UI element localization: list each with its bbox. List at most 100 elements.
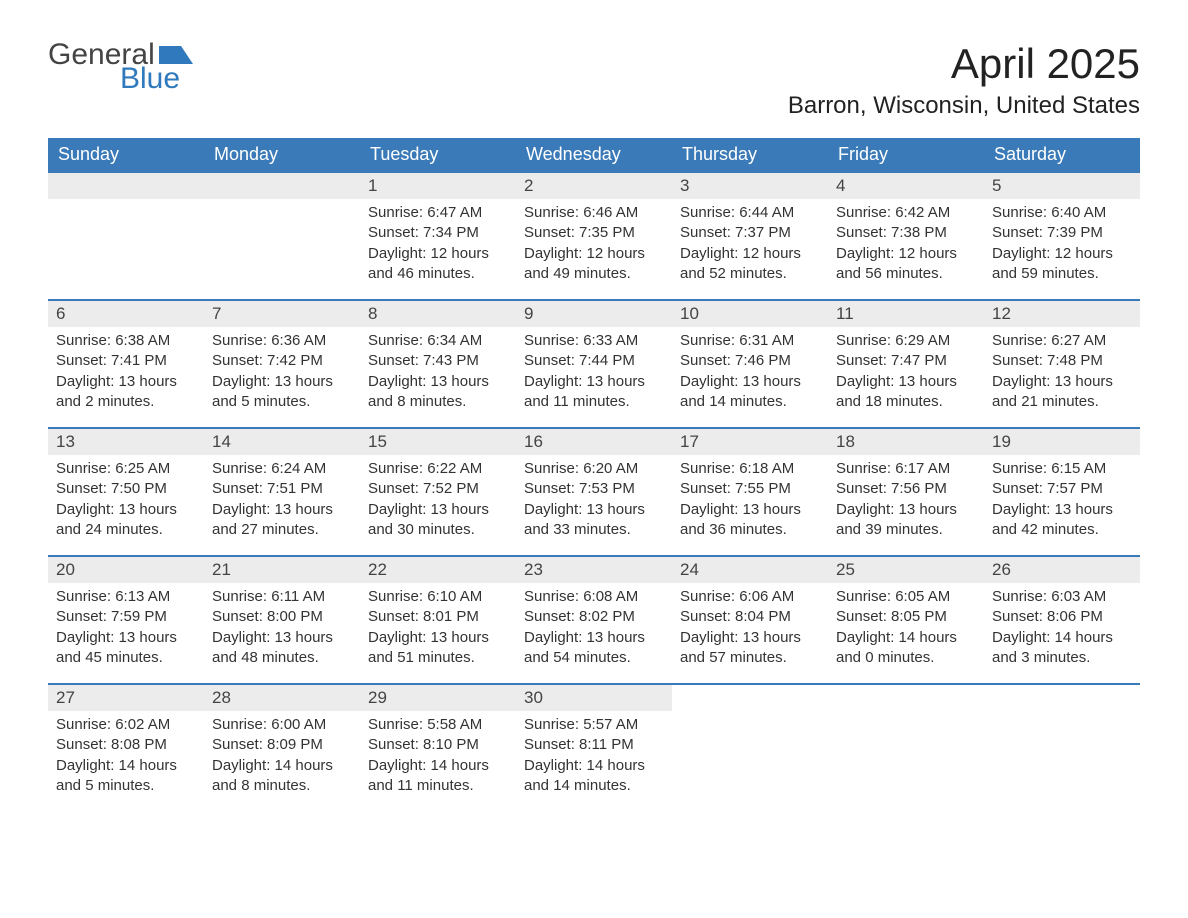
sunrise-line: Sunrise: 6:29 AM (836, 331, 976, 351)
calendar-cell: 5Sunrise: 6:40 AMSunset: 7:39 PMDaylight… (984, 172, 1140, 300)
daylight-line: Daylight: 12 hours and 59 minutes. (992, 244, 1132, 285)
daylight-line: Daylight: 14 hours and 14 minutes. (524, 756, 664, 797)
day-body: Sunrise: 5:57 AMSunset: 8:11 PMDaylight:… (516, 711, 672, 804)
daylight-line: Daylight: 12 hours and 49 minutes. (524, 244, 664, 285)
daylight-line: Daylight: 14 hours and 3 minutes. (992, 628, 1132, 669)
day-number: 13 (48, 429, 204, 455)
day-body: Sunrise: 6:10 AMSunset: 8:01 PMDaylight:… (360, 583, 516, 676)
calendar-cell: 3 Sunrise: 6:44 AMSunset: 7:37 PMDaylight… (672, 172, 828, 300)
day-number: 11 (828, 301, 984, 327)
sunrise-line: Sunrise: 6:22 AM (368, 459, 508, 479)
calendar-cell (48, 172, 204, 300)
calendar-week: 20Sunrise: 6:13 AMSunset: 7:59 PMDayligh… (48, 556, 1140, 684)
calendar-week: 1Sunrise: 6:47 AMSunset: 7:34 PMDaylight… (48, 172, 1140, 300)
calendar-cell: 1Sunrise: 6:47 AMSunset: 7:34 PMDaylight… (360, 172, 516, 300)
day-number: 20 (48, 557, 204, 583)
day-body: Sunrise: 6:42 AMSunset: 7:38 PMDaylight:… (828, 199, 984, 292)
calendar-cell: 11Sunrise: 6:29 AMSunset: 7:47 PMDayligh… (828, 300, 984, 428)
day-number: 4 (828, 173, 984, 199)
daylight-line: Daylight: 13 hours and 11 minutes. (524, 372, 664, 413)
calendar-week: 6Sunrise: 6:38 AMSunset: 7:41 PMDaylight… (48, 300, 1140, 428)
sunrise-line: Sunrise: 6:44 AM (680, 203, 820, 223)
sunset-line: Sunset: 7:46 PM (680, 351, 820, 371)
daylight-line: Daylight: 13 hours and 48 minutes. (212, 628, 352, 669)
sunset-line: Sunset: 7:50 PM (56, 479, 196, 499)
daylight-line: Daylight: 13 hours and 18 minutes. (836, 372, 976, 413)
day-header: Saturday (984, 138, 1140, 172)
sunset-line: Sunset: 7:59 PM (56, 607, 196, 627)
sunset-line: Sunset: 8:09 PM (212, 735, 352, 755)
sunrise-line: Sunrise: 6:15 AM (992, 459, 1132, 479)
calendar-cell: 15Sunrise: 6:22 AMSunset: 7:52 PMDayligh… (360, 428, 516, 556)
calendar-cell: 19Sunrise: 6:15 AMSunset: 7:57 PMDayligh… (984, 428, 1140, 556)
calendar-cell: 9Sunrise: 6:33 AMSunset: 7:44 PMDaylight… (516, 300, 672, 428)
calendar-cell: 23Sunrise: 6:08 AMSunset: 8:02 PMDayligh… (516, 556, 672, 684)
calendar-cell: 6Sunrise: 6:38 AMSunset: 7:41 PMDaylight… (48, 300, 204, 428)
daylight-line: Daylight: 13 hours and 54 minutes. (524, 628, 664, 669)
logo-word-blue: Blue (120, 64, 193, 94)
daylight-line: Daylight: 13 hours and 5 minutes. (212, 372, 352, 413)
day-number: 21 (204, 557, 360, 583)
daylight-line: Daylight: 14 hours and 0 minutes. (836, 628, 976, 669)
day-body: Sunrise: 6:00 AMSunset: 8:09 PMDaylight:… (204, 711, 360, 804)
calendar-cell (984, 684, 1140, 812)
day-body: Sunrise: 6:17 AMSunset: 7:56 PMDaylight:… (828, 455, 984, 548)
sunrise-line: Sunrise: 6:33 AM (524, 331, 664, 351)
day-number: 3 (672, 173, 828, 199)
sunset-line: Sunset: 8:10 PM (368, 735, 508, 755)
calendar-header-row: SundayMondayTuesdayWednesdayThursdayFrid… (48, 138, 1140, 172)
daylight-line: Daylight: 13 hours and 27 minutes. (212, 500, 352, 541)
page-title: April 2025 (788, 40, 1140, 88)
daylight-line: Daylight: 13 hours and 45 minutes. (56, 628, 196, 669)
day-number: 1 (360, 173, 516, 199)
sunset-line: Sunset: 7:44 PM (524, 351, 664, 371)
day-body: Sunrise: 6:15 AMSunset: 7:57 PMDaylight:… (984, 455, 1140, 548)
calendar-cell: 8Sunrise: 6:34 AMSunset: 7:43 PMDaylight… (360, 300, 516, 428)
sunset-line: Sunset: 7:52 PM (368, 479, 508, 499)
sunrise-line: Sunrise: 6:20 AM (524, 459, 664, 479)
sunset-line: Sunset: 7:55 PM (680, 479, 820, 499)
day-number: 30 (516, 685, 672, 711)
day-body: Sunrise: 6:06 AMSunset: 8:04 PMDaylight:… (672, 583, 828, 676)
sunset-line: Sunset: 8:01 PM (368, 607, 508, 627)
calendar-cell (672, 684, 828, 812)
calendar-week: 13Sunrise: 6:25 AMSunset: 7:50 PMDayligh… (48, 428, 1140, 556)
title-block: April 2025 Barron, Wisconsin, United Sta… (788, 40, 1140, 120)
daylight-line: Daylight: 14 hours and 11 minutes. (368, 756, 508, 797)
day-number: 29 (360, 685, 516, 711)
day-number: 5 (984, 173, 1140, 199)
sunset-line: Sunset: 8:06 PM (992, 607, 1132, 627)
day-number: 7 (204, 301, 360, 327)
sunset-line: Sunset: 8:02 PM (524, 607, 664, 627)
daylight-line: Daylight: 13 hours and 2 minutes. (56, 372, 196, 413)
day-body: Sunrise: 6:46 AMSunset: 7:35 PMDaylight:… (516, 199, 672, 292)
day-body: Sunrise: 6:20 AMSunset: 7:53 PMDaylight:… (516, 455, 672, 548)
day-body: Sunrise: 6:40 AMSunset: 7:39 PMDaylight:… (984, 199, 1140, 292)
sunset-line: Sunset: 7:53 PM (524, 479, 664, 499)
sunrise-line: Sunrise: 5:57 AM (524, 715, 664, 735)
day-number-empty (48, 173, 204, 199)
sunset-line: Sunset: 7:37 PM (680, 223, 820, 243)
day-number: 6 (48, 301, 204, 327)
sunrise-line: Sunrise: 6:17 AM (836, 459, 976, 479)
calendar-cell: 7Sunrise: 6:36 AMSunset: 7:42 PMDaylight… (204, 300, 360, 428)
calendar-cell: 17Sunrise: 6:18 AMSunset: 7:55 PMDayligh… (672, 428, 828, 556)
daylight-line: Daylight: 13 hours and 24 minutes. (56, 500, 196, 541)
day-number: 22 (360, 557, 516, 583)
day-body: Sunrise: 6:08 AMSunset: 8:02 PMDaylight:… (516, 583, 672, 676)
day-body: Sunrise: 6:33 AMSunset: 7:44 PMDaylight:… (516, 327, 672, 420)
sunset-line: Sunset: 7:57 PM (992, 479, 1132, 499)
day-header: Tuesday (360, 138, 516, 172)
day-header: Sunday (48, 138, 204, 172)
daylight-line: Daylight: 13 hours and 8 minutes. (368, 372, 508, 413)
daylight-line: Daylight: 13 hours and 42 minutes. (992, 500, 1132, 541)
day-number: 23 (516, 557, 672, 583)
sunrise-line: Sunrise: 6:24 AM (212, 459, 352, 479)
daylight-line: Daylight: 12 hours and 52 minutes. (680, 244, 820, 285)
day-body: Sunrise: 6:18 AMSunset: 7:55 PMDaylight:… (672, 455, 828, 548)
sunset-line: Sunset: 7:51 PM (212, 479, 352, 499)
daylight-line: Daylight: 12 hours and 56 minutes. (836, 244, 976, 285)
sunrise-line: Sunrise: 6:00 AM (212, 715, 352, 735)
day-number: 19 (984, 429, 1140, 455)
sunrise-line: Sunrise: 6:31 AM (680, 331, 820, 351)
